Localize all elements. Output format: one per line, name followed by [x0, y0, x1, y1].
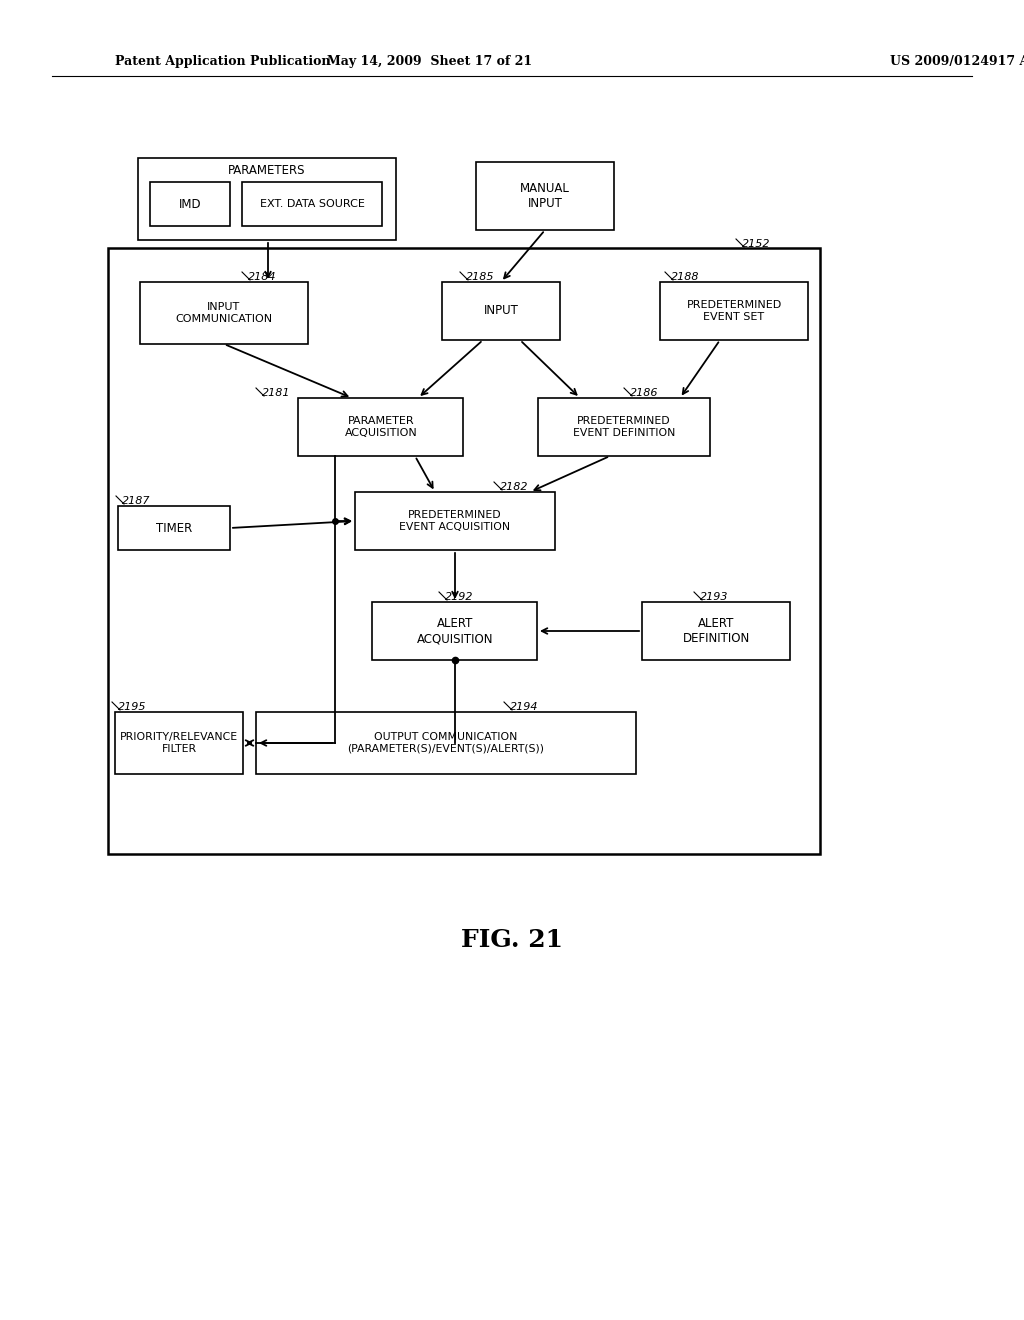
Bar	[242, 182, 382, 226]
Text: FIG. 21: FIG. 21	[461, 928, 563, 952]
Text: PARAMETER
ACQUISITION: PARAMETER ACQUISITION	[345, 416, 418, 438]
Text: 2152: 2152	[742, 239, 770, 249]
Text: OUTPUT COMMUNICATION
(PARAMETER(S)/EVENT(S)/ALERT(S)): OUTPUT COMMUNICATION (PARAMETER(S)/EVENT…	[347, 733, 545, 754]
Text: IMD: IMD	[178, 198, 202, 210]
Bar	[355, 492, 555, 550]
Text: PARAMETERS: PARAMETERS	[228, 164, 306, 177]
Bar	[118, 506, 230, 550]
Text: Patent Application Publication: Patent Application Publication	[115, 55, 331, 69]
Text: PREDETERMINED
EVENT DEFINITION: PREDETERMINED EVENT DEFINITION	[572, 416, 675, 438]
Bar	[115, 711, 243, 774]
Bar	[256, 711, 636, 774]
Text: PRIORITY/RELEVANCE
FILTER: PRIORITY/RELEVANCE FILTER	[120, 733, 238, 754]
Text: 2184: 2184	[248, 272, 276, 282]
Text: 2195: 2195	[118, 702, 146, 711]
Bar	[476, 162, 614, 230]
Text: TIMER: TIMER	[156, 521, 193, 535]
Text: MANUAL
INPUT: MANUAL INPUT	[520, 182, 570, 210]
Text: US 2009/0124917 A1: US 2009/0124917 A1	[890, 55, 1024, 69]
Bar	[538, 399, 710, 455]
Text: ALERT
ACQUISITION: ALERT ACQUISITION	[417, 616, 494, 645]
Text: 2192: 2192	[445, 591, 473, 602]
Text: 2186: 2186	[630, 388, 658, 399]
Text: 2181: 2181	[262, 388, 291, 399]
Bar	[150, 182, 230, 226]
Text: 2182: 2182	[500, 482, 528, 492]
Text: INPUT: INPUT	[483, 305, 518, 318]
Bar	[298, 399, 463, 455]
Text: INPUT
COMMUNICATION: INPUT COMMUNICATION	[175, 302, 272, 323]
Text: PREDETERMINED
EVENT SET: PREDETERMINED EVENT SET	[686, 300, 781, 322]
Text: 2187: 2187	[122, 496, 151, 506]
Bar	[372, 602, 537, 660]
Bar	[642, 602, 790, 660]
Bar	[108, 248, 820, 854]
Bar	[660, 282, 808, 341]
Text: EXT. DATA SOURCE: EXT. DATA SOURCE	[259, 199, 365, 209]
Bar	[140, 282, 308, 345]
Bar	[442, 282, 560, 341]
Text: ALERT
DEFINITION: ALERT DEFINITION	[682, 616, 750, 645]
Text: May 14, 2009  Sheet 17 of 21: May 14, 2009 Sheet 17 of 21	[328, 55, 532, 69]
Text: 2188: 2188	[671, 272, 699, 282]
Bar	[138, 158, 396, 240]
Text: 2193: 2193	[700, 591, 728, 602]
Text: 2185: 2185	[466, 272, 495, 282]
Text: 2194: 2194	[510, 702, 539, 711]
Text: PREDETERMINED
EVENT ACQUISITION: PREDETERMINED EVENT ACQUISITION	[399, 511, 511, 532]
